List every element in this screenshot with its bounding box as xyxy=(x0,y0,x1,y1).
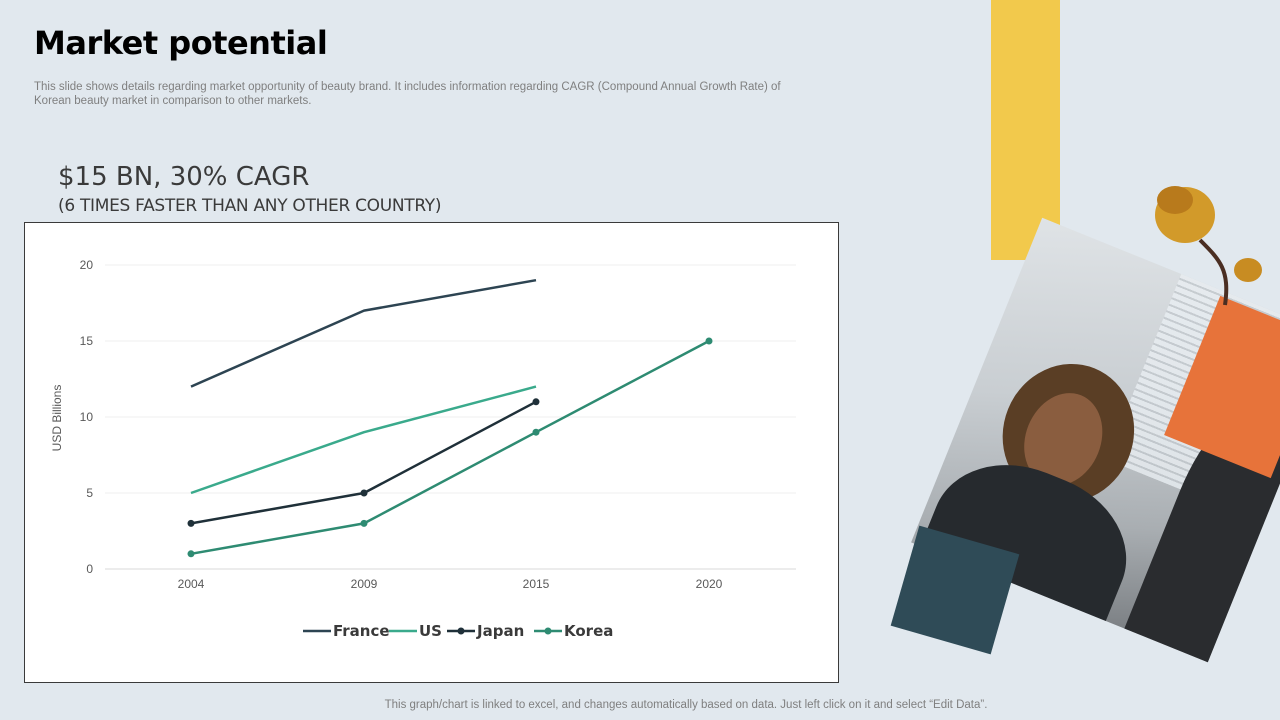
legend-label: Japan xyxy=(476,622,524,640)
x-axis-ticks: 2004 2009 2015 2020 xyxy=(178,577,723,591)
data-point-korea[interactable] xyxy=(360,519,368,527)
slide-description: This slide shows details regarding marke… xyxy=(34,81,781,107)
legend-label: US xyxy=(419,622,442,640)
chart-series xyxy=(187,278,713,558)
y-tick-label: 20 xyxy=(80,258,94,272)
series-line-japan[interactable] xyxy=(190,400,537,525)
x-tick-label: 2020 xyxy=(696,577,723,591)
page-title: Market potential xyxy=(34,24,328,62)
data-point-japan[interactable] xyxy=(360,489,368,497)
x-tick-label: 2015 xyxy=(523,577,550,591)
chart-legend: France US Japan Korea xyxy=(303,622,613,640)
chart-gridlines xyxy=(105,264,796,570)
data-point-japan[interactable] xyxy=(532,398,540,406)
series-line-korea[interactable] xyxy=(190,339,710,556)
chart-canvas: 0 5 10 15 20 2004 2009 2015 2020 USD Billions F… xyxy=(50,258,796,640)
series-line-france[interactable] xyxy=(190,278,537,388)
y-axis-label: USD Billions xyxy=(50,385,64,452)
legend-marker xyxy=(457,627,465,635)
line-chart[interactable]: 0 5 10 15 20 2004 2009 2015 2020 USD Billions F… xyxy=(24,222,839,683)
y-tick-label: 5 xyxy=(86,486,93,500)
headline-stat: $15 BN, 30% CAGR xyxy=(58,162,310,192)
dried-rose-icon xyxy=(1155,186,1262,306)
y-axis-ticks: 0 5 10 15 20 xyxy=(80,258,94,576)
data-point-korea[interactable] xyxy=(705,337,713,345)
data-point-korea[interactable] xyxy=(187,550,195,558)
data-point-japan[interactable] xyxy=(187,519,195,527)
y-tick-label: 15 xyxy=(80,334,94,348)
y-tick-label: 0 xyxy=(86,562,93,576)
headline-subtext: (6 TIMES FASTER THAN ANY OTHER COUNTRY) xyxy=(58,196,442,216)
legend-label: France xyxy=(333,622,390,640)
decorative-yellow-bar xyxy=(991,0,1060,260)
series-line-us[interactable] xyxy=(190,385,537,495)
data-point-korea[interactable] xyxy=(532,428,540,436)
y-tick-label: 10 xyxy=(80,410,94,424)
x-tick-label: 2009 xyxy=(351,577,378,591)
x-tick-label: 2004 xyxy=(178,577,205,591)
legend-label: Korea xyxy=(564,622,613,640)
legend-marker xyxy=(544,627,552,635)
footer-note: This graph/chart is linked to excel, and… xyxy=(384,699,988,711)
